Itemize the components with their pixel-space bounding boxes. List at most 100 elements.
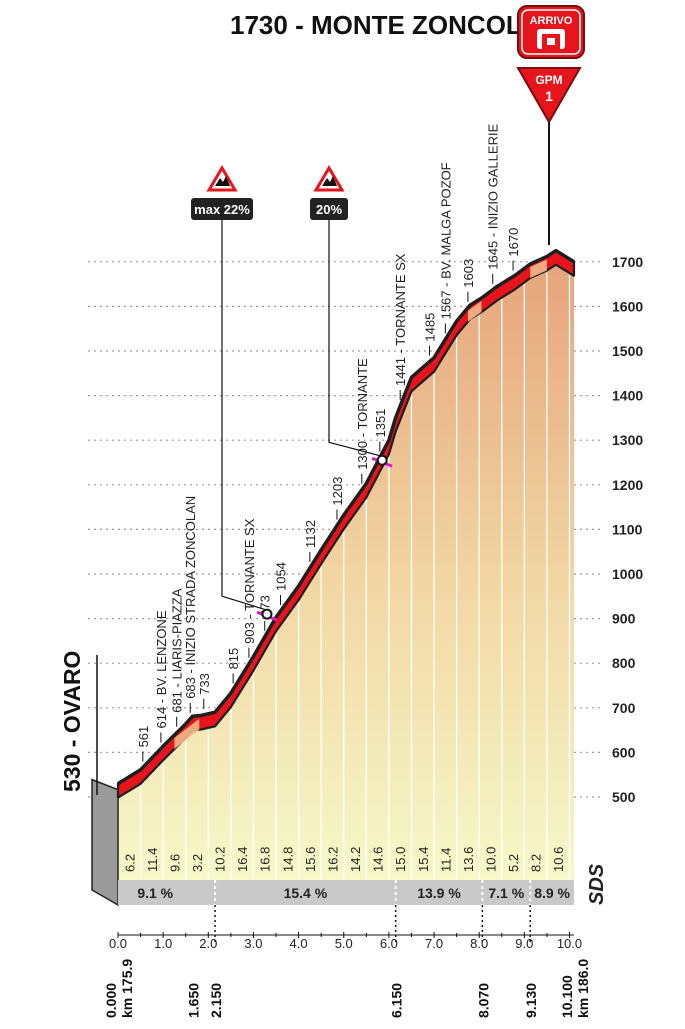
gpm-marker: GPM 1 <box>516 67 582 245</box>
km-vertical-lines <box>139 272 571 880</box>
annotation-label: 1300 - TORNANTE <box>355 358 370 470</box>
x-tick-label: 3.0 <box>244 936 262 951</box>
annotation-label: 1203 <box>330 477 345 506</box>
finish-badge-label: ARRIVO <box>530 15 573 27</box>
y-tick-1700: 1700 <box>612 254 643 270</box>
km-label: 1.650 <box>185 983 201 1018</box>
gradient-label: 6.2 <box>122 854 137 872</box>
warning-triangle-icon <box>206 165 238 192</box>
gradient-label: 8.2 <box>529 854 544 872</box>
y-tick-900: 900 <box>612 611 636 627</box>
bottom-km-labels: 0.000 km 175.9 1.650 2.150 6.150 8.070 9.130 10… <box>103 959 591 1018</box>
annotation-label: 903 - TORNANTE SX <box>242 518 257 644</box>
road-profile <box>116 248 576 799</box>
gpm-category: 1 <box>545 88 553 104</box>
gradient-label: 15.0 <box>393 847 408 872</box>
x-tick-label: 6.0 <box>380 936 398 951</box>
x-tick-label: 10.0 <box>557 936 582 951</box>
km-label: km 175.9 <box>119 959 135 1018</box>
gpm-label: GPM <box>535 73 562 87</box>
finish-badge: ARRIVO <box>517 5 585 59</box>
road-top-edge <box>117 248 575 786</box>
km-label: 10.100 <box>559 975 575 1018</box>
gradient-label: 5.2 <box>506 854 521 872</box>
annotation-label: 1485 <box>423 313 438 342</box>
steep-leader-line <box>221 220 268 611</box>
km-label: 2.150 <box>208 983 224 1018</box>
annotation-label: 1441 - TORNANTE SX <box>393 253 408 386</box>
annotation-label: 1603 <box>461 259 476 288</box>
gradient-labels: 6.2 11.4 9.6 3.2 10.2 16.4 16.8 14.8 15.6 16.2 14.… <box>122 847 566 872</box>
x-tick-label: 2.0 <box>199 936 217 951</box>
y-tick-1100: 1100 <box>612 521 643 537</box>
start-label: 530 - OVARO <box>59 651 85 792</box>
gradient-label: 9.6 <box>167 854 182 872</box>
road-light-section <box>174 718 200 750</box>
finish-arch-icon <box>537 29 565 49</box>
sector-label: 8.9 % <box>534 885 570 901</box>
y-tick-1400: 1400 <box>612 388 643 404</box>
warning-triangle-shape <box>313 165 345 192</box>
x-tick-label: 9.0 <box>515 936 533 951</box>
chart-title: 1730 - MONTE ZONCOLAN <box>230 10 559 40</box>
gradient-label: 10.0 <box>483 847 498 872</box>
gradient-label: 16.4 <box>235 847 250 872</box>
gradient-label: 14.6 <box>371 847 386 872</box>
y-tick-800: 800 <box>612 655 636 671</box>
sector-label: 9.1 % <box>137 885 173 901</box>
x-tick-label: 8.0 <box>470 936 488 951</box>
annotation-label: 815 <box>226 648 241 670</box>
y-axis-ticks: 500 600 700 800 900 1000 1100 1200 1300 1400 1500 1… <box>612 254 643 805</box>
ground-fill <box>118 264 574 880</box>
y-tick-1300: 1300 <box>612 432 643 448</box>
sds-logo: SDS <box>586 863 608 905</box>
x-tick-label: 1.0 <box>154 936 172 951</box>
steep-leader-line <box>328 220 383 457</box>
steep-label-box <box>310 198 348 220</box>
gradient-label: 13.6 <box>461 847 476 872</box>
gradient-label: 11.4 <box>145 848 160 872</box>
km-label: 8.070 <box>475 983 491 1018</box>
x-tick-label: 5.0 <box>335 936 353 951</box>
steep-label-box <box>191 198 253 220</box>
gradient-label: 15.4 <box>416 847 431 872</box>
y-tick-700: 700 <box>612 700 636 716</box>
annotation-label: 614 - BV. LENZONE <box>154 610 169 728</box>
annotation-label: 1054 <box>274 562 289 591</box>
ground-area <box>91 264 574 907</box>
annotation-label: 561 <box>136 726 151 748</box>
warning-triangle-shape <box>206 165 238 192</box>
gradient-label: 14.2 <box>348 847 363 872</box>
y-tick-600: 600 <box>612 744 636 760</box>
annotation-label: 683 - INIZIO STRADA ZONCOLAN <box>183 496 198 699</box>
y-tick-1600: 1600 <box>612 298 643 314</box>
steep-point <box>261 608 273 620</box>
gradient-label: 16.2 <box>325 847 340 872</box>
warning-slope-glyph <box>215 176 230 186</box>
warning-triangle-icon <box>313 165 345 192</box>
annotation-label: 681 - LIARIS-PIAZZA <box>170 588 185 713</box>
annotation-label: 1567 - BV. MALGA POZOF <box>438 162 453 319</box>
steep-label: max 22% <box>194 202 250 217</box>
annotation-label: 733 <box>197 673 212 695</box>
y-tick-1500: 1500 <box>612 343 643 359</box>
warning-slope-glyph <box>322 176 337 186</box>
annotation-label: 1132 <box>303 520 318 548</box>
steep-point <box>376 454 388 466</box>
start-wall <box>91 778 119 907</box>
road-light-section <box>467 301 482 322</box>
steep-marker: max 22% <box>191 165 278 622</box>
gradient-label: 10.6 <box>551 847 566 872</box>
y-tick-1200: 1200 <box>612 477 643 493</box>
road-light-section <box>530 259 547 279</box>
x-tick-label: 0.0 <box>109 936 127 951</box>
km-label: km 186.0 <box>575 959 591 1018</box>
y-tick-1000: 1000 <box>612 566 643 582</box>
sector-label: 13.9 % <box>417 885 461 901</box>
annotation-label: 1645 - INIZIO GALLERIE <box>486 123 501 269</box>
x-tick-label: 7.0 <box>425 936 443 951</box>
gradient-label: 16.8 <box>258 847 273 872</box>
